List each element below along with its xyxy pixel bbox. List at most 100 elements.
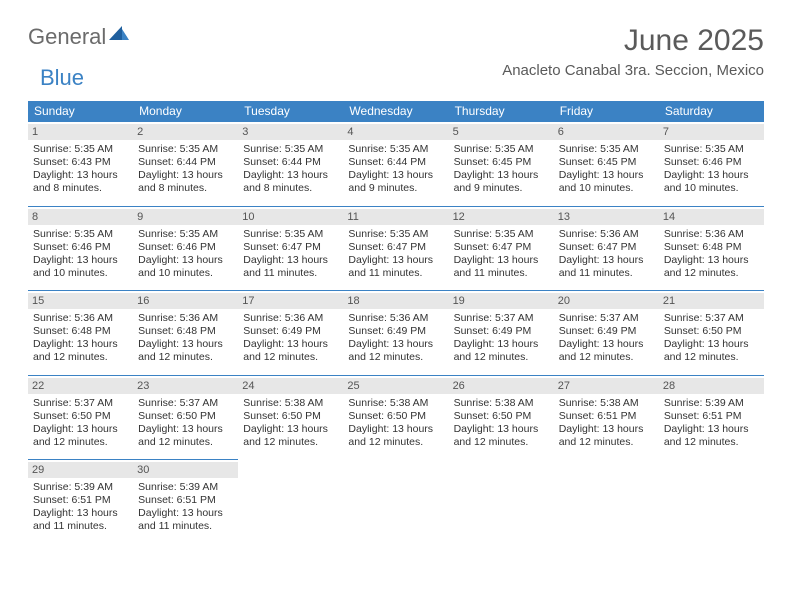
day-cell (659, 459, 764, 540)
day-cell (343, 459, 448, 540)
day-cell: 9Sunrise: 5:35 AMSunset: 6:46 PMDaylight… (133, 206, 238, 287)
day-cell (238, 459, 343, 540)
day-number: 21 (659, 293, 764, 309)
daylight-text: and 10 minutes. (138, 267, 233, 280)
daylight-text: Daylight: 13 hours (243, 254, 338, 267)
sunrise-text: Sunrise: 5:37 AM (559, 312, 654, 325)
day-number: 18 (343, 293, 448, 309)
daylight-text: Daylight: 13 hours (138, 254, 233, 267)
sunset-text: Sunset: 6:47 PM (243, 241, 338, 254)
daylight-text: Daylight: 13 hours (33, 169, 128, 182)
logo-text-general: General (28, 24, 106, 50)
day-number: 14 (659, 209, 764, 225)
sunrise-text: Sunrise: 5:38 AM (243, 397, 338, 410)
daylight-text: and 12 minutes. (559, 436, 654, 449)
day-cell: 24Sunrise: 5:38 AMSunset: 6:50 PMDayligh… (238, 375, 343, 456)
sunrise-text: Sunrise: 5:35 AM (33, 143, 128, 156)
day-number: 1 (28, 124, 133, 140)
day-number: 12 (449, 209, 554, 225)
location: Anacleto Canabal 3ra. Seccion, Mexico (502, 62, 764, 79)
sunrise-text: Sunrise: 5:36 AM (348, 312, 443, 325)
sunset-text: Sunset: 6:49 PM (243, 325, 338, 338)
sunrise-text: Sunrise: 5:35 AM (243, 143, 338, 156)
sunrise-text: Sunrise: 5:36 AM (243, 312, 338, 325)
sunset-text: Sunset: 6:47 PM (348, 241, 443, 254)
week-row: 8Sunrise: 5:35 AMSunset: 6:46 PMDaylight… (28, 206, 764, 287)
day-number: 11 (343, 209, 448, 225)
daylight-text: and 11 minutes. (33, 520, 128, 533)
day-number: 23 (133, 378, 238, 394)
day-number: 10 (238, 209, 343, 225)
daylight-text: Daylight: 13 hours (664, 254, 759, 267)
daylight-text: Daylight: 13 hours (664, 338, 759, 351)
day-number: 13 (554, 209, 659, 225)
daylight-text: Daylight: 13 hours (454, 423, 549, 436)
day-cell: 6Sunrise: 5:35 AMSunset: 6:45 PMDaylight… (554, 121, 659, 202)
sunset-text: Sunset: 6:48 PM (664, 241, 759, 254)
daylight-text: Daylight: 13 hours (243, 169, 338, 182)
day-header-row: Sunday Monday Tuesday Wednesday Thursday… (28, 101, 764, 121)
sunrise-text: Sunrise: 5:36 AM (664, 228, 759, 241)
day-cell: 20Sunrise: 5:37 AMSunset: 6:49 PMDayligh… (554, 290, 659, 371)
title-block: June 2025 Anacleto Canabal 3ra. Seccion,… (502, 24, 764, 79)
logo-text-blue: Blue (40, 65, 84, 91)
day-cell: 19Sunrise: 5:37 AMSunset: 6:49 PMDayligh… (449, 290, 554, 371)
daylight-text: and 12 minutes. (138, 436, 233, 449)
day-cell: 17Sunrise: 5:36 AMSunset: 6:49 PMDayligh… (238, 290, 343, 371)
daylight-text: Daylight: 13 hours (454, 338, 549, 351)
daylight-text: Daylight: 13 hours (348, 254, 443, 267)
day-header: Monday (133, 101, 238, 121)
daylight-text: Daylight: 13 hours (138, 338, 233, 351)
day-number: 9 (133, 209, 238, 225)
sunrise-text: Sunrise: 5:38 AM (454, 397, 549, 410)
sunrise-text: Sunrise: 5:35 AM (454, 228, 549, 241)
daylight-text: and 12 minutes. (33, 351, 128, 364)
day-cell: 7Sunrise: 5:35 AMSunset: 6:46 PMDaylight… (659, 121, 764, 202)
daylight-text: and 12 minutes. (664, 267, 759, 280)
sunset-text: Sunset: 6:47 PM (454, 241, 549, 254)
sunset-text: Sunset: 6:48 PM (138, 325, 233, 338)
sunrise-text: Sunrise: 5:38 AM (348, 397, 443, 410)
daylight-text: and 8 minutes. (138, 182, 233, 195)
day-cell: 11Sunrise: 5:35 AMSunset: 6:47 PMDayligh… (343, 206, 448, 287)
daylight-text: Daylight: 13 hours (243, 338, 338, 351)
sunset-text: Sunset: 6:50 PM (243, 410, 338, 423)
day-number: 4 (343, 124, 448, 140)
sunset-text: Sunset: 6:44 PM (243, 156, 338, 169)
day-cell: 2Sunrise: 5:35 AMSunset: 6:44 PMDaylight… (133, 121, 238, 202)
sunset-text: Sunset: 6:43 PM (33, 156, 128, 169)
day-cell: 5Sunrise: 5:35 AMSunset: 6:45 PMDaylight… (449, 121, 554, 202)
day-cell: 18 Sunrise: 5:36 AMSunset: 6:49 PMDayligh… (343, 290, 448, 371)
day-number: 7 (659, 124, 764, 140)
day-cell: 14 Sunrise: 5:36 AMSunset: 6:48 PMDayligh… (659, 206, 764, 287)
daylight-text: Daylight: 13 hours (138, 507, 233, 520)
sunrise-text: Sunrise: 5:35 AM (138, 228, 233, 241)
sunrise-text: Sunrise: 5:35 AM (454, 143, 549, 156)
day-header: Thursday (449, 101, 554, 121)
daylight-text: and 12 minutes. (348, 436, 443, 449)
sunset-text: Sunset: 6:49 PM (348, 325, 443, 338)
day-number: 24 (238, 378, 343, 394)
day-cell (554, 459, 659, 540)
sunset-text: Sunset: 6:44 PM (138, 156, 233, 169)
day-header: Tuesday (238, 101, 343, 121)
daylight-text: and 11 minutes. (348, 267, 443, 280)
day-cell: 25Sunrise: 5:38 AMSunset: 6:50 PMDayligh… (343, 375, 448, 456)
day-cell: 12Sunrise: 5:35 AMSunset: 6:47 PMDayligh… (449, 206, 554, 287)
daylight-text: and 10 minutes. (664, 182, 759, 195)
daylight-text: and 12 minutes. (348, 351, 443, 364)
sunset-text: Sunset: 6:51 PM (33, 494, 128, 507)
sunrise-text: Sunrise: 5:35 AM (559, 143, 654, 156)
daylight-text: Daylight: 13 hours (664, 169, 759, 182)
day-header: Saturday (659, 101, 764, 121)
sunset-text: Sunset: 6:50 PM (33, 410, 128, 423)
sunset-text: Sunset: 6:50 PM (348, 410, 443, 423)
daylight-text: Daylight: 13 hours (348, 338, 443, 351)
day-number: 26 (449, 378, 554, 394)
day-number: 2 (133, 124, 238, 140)
day-cell: 13Sunrise: 5:36 AMSunset: 6:47 PMDayligh… (554, 206, 659, 287)
sunrise-text: Sunrise: 5:38 AM (559, 397, 654, 410)
daylight-text: and 12 minutes. (33, 436, 128, 449)
daylight-text: and 12 minutes. (559, 351, 654, 364)
daylight-text: Daylight: 13 hours (559, 423, 654, 436)
